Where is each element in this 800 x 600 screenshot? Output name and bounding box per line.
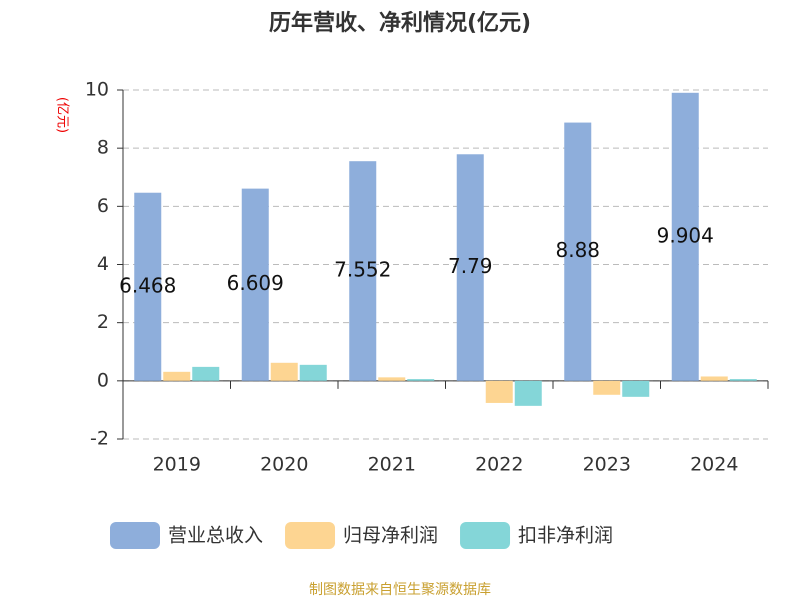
y-tick-label: 2 — [97, 311, 109, 333]
y-tick-label: 6 — [97, 195, 109, 217]
y-tick-label: 0 — [97, 369, 109, 391]
bar — [564, 122, 592, 381]
bar — [700, 376, 728, 381]
bar — [134, 192, 162, 381]
data-label: 7.79 — [448, 254, 493, 278]
x-tick-label: 2021 — [368, 454, 416, 476]
bar — [622, 380, 650, 397]
x-tick-label: 2023 — [583, 454, 631, 476]
data-label: 9.904 — [657, 223, 714, 247]
bar — [241, 188, 269, 381]
x-tick-label: 2020 — [260, 454, 308, 476]
bar — [593, 380, 621, 395]
x-tick-label: 2022 — [475, 454, 523, 476]
legend-label: 扣非净利润 — [518, 525, 613, 547]
bar — [407, 379, 435, 381]
data-label: 6.609 — [227, 271, 284, 295]
legend-swatch — [460, 522, 511, 549]
source-note: 制图数据来自恒生聚源数据库 — [309, 582, 491, 598]
bar — [514, 380, 542, 406]
bar — [456, 154, 484, 381]
bar — [378, 377, 406, 381]
legend-swatch — [285, 522, 336, 549]
data-label: 8.88 — [555, 238, 600, 262]
legend-swatch — [110, 522, 160, 549]
y-axis-label: (亿元) — [55, 97, 70, 133]
data-label: 6.468 — [119, 273, 176, 297]
bar — [671, 92, 699, 381]
y-tick-label: -2 — [90, 428, 109, 450]
y-tick-label: 4 — [97, 253, 109, 275]
bar — [349, 161, 377, 381]
y-tick-label: 10 — [85, 79, 109, 101]
legend-label: 归母净利润 — [343, 525, 438, 547]
bar — [270, 362, 298, 381]
bar — [729, 379, 757, 381]
x-tick-label: 2019 — [153, 454, 201, 476]
bar — [299, 364, 327, 381]
data-label: 7.552 — [334, 258, 391, 282]
bar — [192, 366, 220, 381]
bar — [163, 371, 191, 381]
bar — [485, 380, 513, 403]
legend-label: 营业总收入 — [168, 525, 263, 547]
x-tick-label: 2024 — [690, 454, 738, 476]
chart-title: 历年营收、净利情况(亿元) — [269, 10, 531, 36]
y-tick-label: 8 — [97, 137, 109, 159]
